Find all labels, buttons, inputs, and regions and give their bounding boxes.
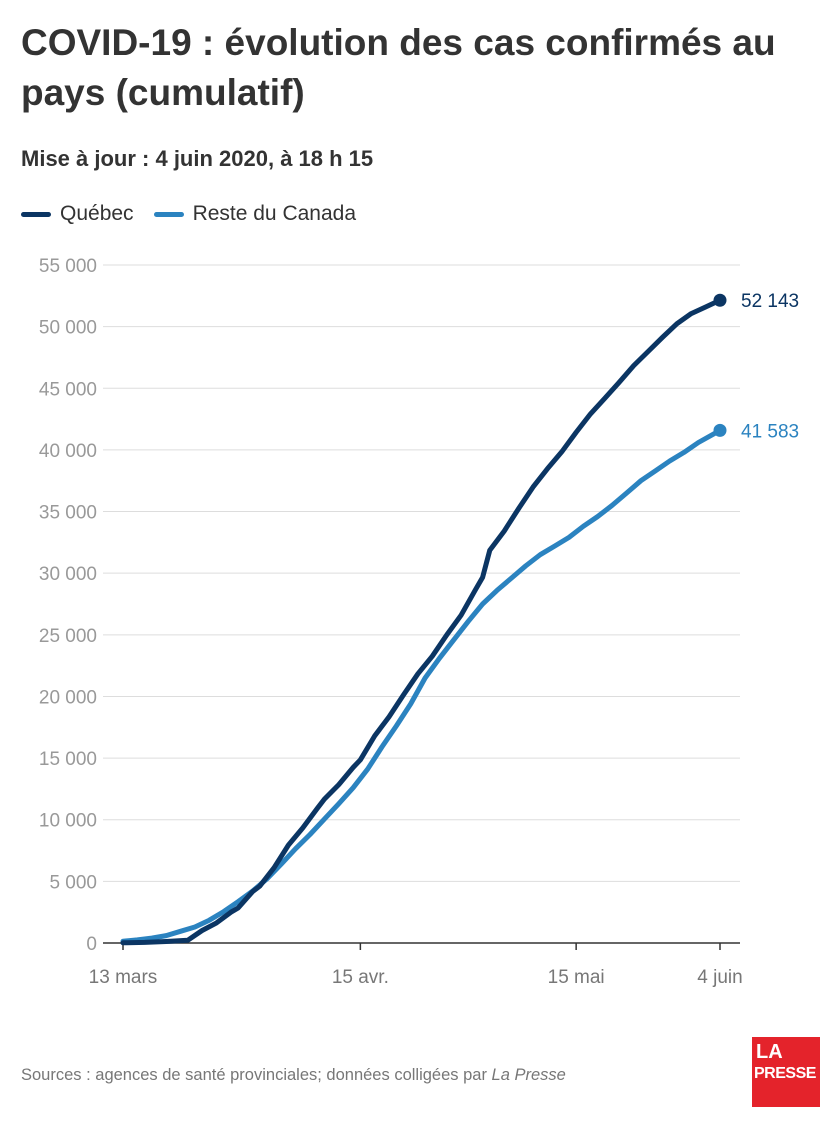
chart-title: COVID-19 : évolution des cas confirmés a…: [21, 22, 776, 113]
legend-item-quebec: Québec: [21, 202, 134, 226]
logo-line-la: LA: [756, 1041, 783, 1063]
legend-label-reste-du-canada: Reste du Canada: [192, 202, 357, 225]
source-publication: La Presse: [491, 1066, 566, 1084]
legend-item-reste-du-canada: Reste du Canada: [153, 202, 357, 226]
series-line-quebec: [120, 297, 723, 946]
la-presse-logo[interactable]: LA PRESSE: [752, 1037, 820, 1107]
series-end-label-reste-du-canada: 41 583: [741, 421, 799, 442]
logo-line-presse: PRESSE: [754, 1065, 816, 1082]
series-end-point-quebec: [713, 293, 727, 307]
x-tick-label: 4 juin: [697, 967, 742, 988]
source-text: Sources : agences de santé provinciales;…: [21, 1066, 492, 1084]
legend-swatch-quebec: [21, 211, 51, 217]
y-tick-label: 25 000: [39, 626, 97, 647]
y-tick-label: 35 000: [39, 503, 97, 524]
x-tick-label: 15 avr.: [332, 967, 389, 988]
series-end-point-reste-du-canada: [713, 423, 727, 437]
y-tick-label: 40 000: [39, 441, 97, 462]
x-tick-label: 13 mars: [89, 967, 158, 988]
line-chart: 0 5 000 10 000 15 000 20 000 25 000 30 000 35 0…: [39, 256, 799, 988]
y-tick-label: 55 000: [39, 256, 97, 277]
y-tick-label: 20 000: [39, 687, 97, 708]
y-tick-label: 30 000: [39, 564, 97, 585]
chart-subtitle: Mise à jour : 4 juin 2020, à 18 h 15: [21, 146, 374, 171]
y-tick-label: 45 000: [39, 379, 97, 400]
legend-label-quebec: Québec: [60, 202, 134, 225]
y-tick-label: 50 000: [39, 318, 97, 339]
y-tick-label: 15 000: [39, 749, 97, 770]
y-tick-label: 0: [86, 934, 97, 955]
x-tick-label: 15 mai: [548, 967, 605, 988]
source-note: Sources : agences de santé provinciales;…: [21, 1066, 566, 1085]
y-tick-label: 5 000: [49, 872, 97, 893]
series-end-label-quebec: 52 143: [741, 291, 799, 312]
series-line-reste-du-canada: [120, 427, 723, 944]
legend-swatch-reste-du-canada: [153, 211, 184, 217]
y-tick-label: 10 000: [39, 811, 97, 832]
legend: Québec Reste du Canada: [21, 202, 376, 226]
